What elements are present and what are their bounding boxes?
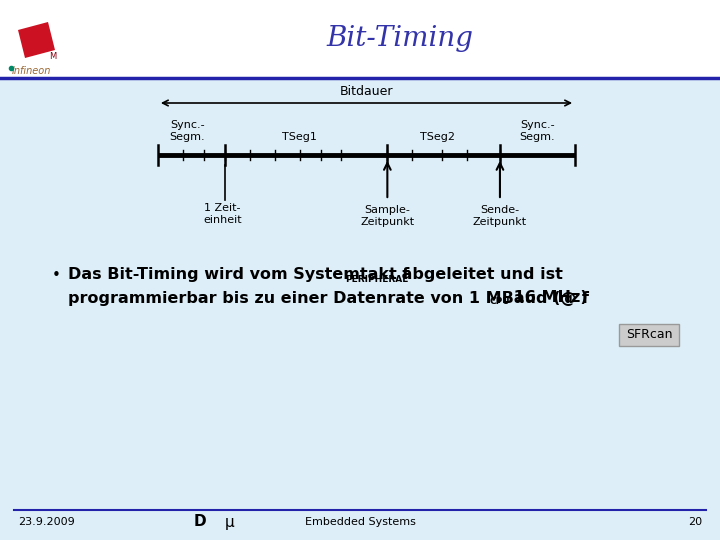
Text: Das Bit-Timing wird vom Systemtakt f: Das Bit-Timing wird vom Systemtakt f — [68, 267, 410, 282]
Bar — [0, 0, 720, 78]
Text: CPU: CPU — [490, 298, 510, 307]
Text: μ: μ — [225, 515, 235, 530]
Text: Infineon: Infineon — [12, 66, 51, 76]
Text: D: D — [194, 515, 207, 530]
FancyBboxPatch shape — [619, 324, 679, 346]
Text: PERIPHERAL: PERIPHERAL — [345, 274, 408, 284]
Text: TSeg1: TSeg1 — [282, 132, 318, 142]
Text: abgeleitet und ist: abgeleitet und ist — [396, 267, 563, 282]
Text: Bitdauer: Bitdauer — [340, 85, 393, 98]
Text: 23.9.2009: 23.9.2009 — [18, 517, 75, 527]
Text: Sync.-
Segm.: Sync.- Segm. — [169, 119, 205, 142]
Polygon shape — [18, 22, 55, 58]
Text: Bit-Timing: Bit-Timing — [326, 25, 474, 52]
Text: 1 Zeit-
einheit: 1 Zeit- einheit — [204, 203, 242, 225]
Text: SFRcan: SFRcan — [626, 328, 672, 341]
Text: Sende-
Zeitpunkt: Sende- Zeitpunkt — [473, 205, 527, 227]
Text: Sample-
Zeitpunkt: Sample- Zeitpunkt — [360, 205, 415, 227]
Text: programmierbar bis zu einer Datenrate von 1 MBaud (@ f: programmierbar bis zu einer Datenrate vo… — [68, 291, 589, 306]
Text: 16 MHz): 16 MHz) — [508, 291, 588, 306]
Text: Embedded Systems: Embedded Systems — [305, 517, 415, 527]
Text: 20: 20 — [688, 517, 702, 527]
Text: •: • — [52, 267, 61, 282]
Text: M: M — [49, 52, 56, 61]
Text: TSeg2: TSeg2 — [420, 132, 455, 142]
Text: Sync.-
Segm.: Sync.- Segm. — [520, 119, 555, 142]
